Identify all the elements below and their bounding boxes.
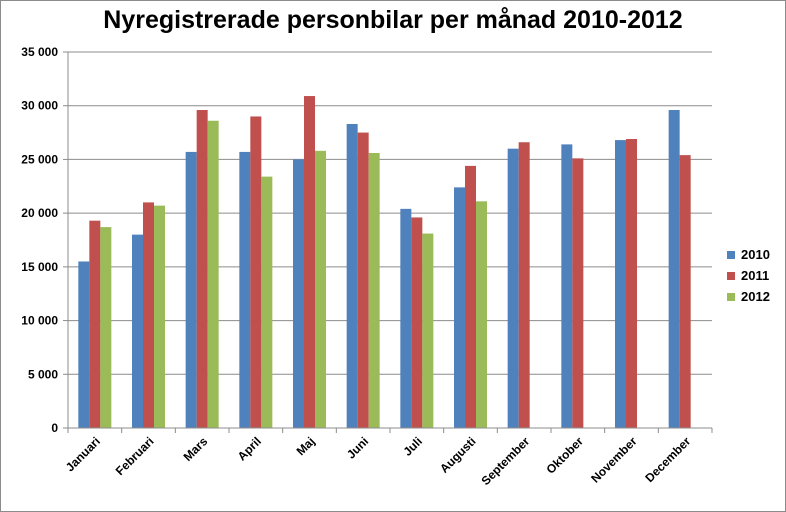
bar-2011-februari <box>143 202 154 428</box>
bar-2010-november <box>615 140 626 428</box>
x-tick-label: Juli <box>400 434 425 459</box>
bar-2011-juni <box>357 132 369 429</box>
bar-2012-april <box>261 176 273 428</box>
x-tick-label: Mars <box>181 434 211 464</box>
y-tick-label: 20 000 <box>21 206 58 220</box>
bar-2012-februari <box>154 205 165 428</box>
x-tick-label: September <box>479 434 533 488</box>
gridlines <box>68 51 712 429</box>
legend-item: 2012 <box>727 286 770 307</box>
legend: 2010 2011 2012 <box>727 244 770 307</box>
y-tick-label: 25 000 <box>21 152 58 166</box>
bar-2011-december <box>679 155 691 429</box>
x-tick-label: Februari <box>113 434 157 478</box>
bar-2011-augusti <box>465 165 476 429</box>
bar-2012-maj <box>315 150 326 428</box>
bar-2011-mars <box>196 110 208 429</box>
bar-2011-juli <box>411 217 423 428</box>
bar-2011-januari <box>89 220 101 428</box>
bar-2012-juni <box>368 152 380 429</box>
x-tick-label: Augusti <box>437 434 478 475</box>
bar-2011-april <box>250 116 262 428</box>
y-tick-label: 10 000 <box>21 314 58 328</box>
bar-2012-juli <box>422 233 434 428</box>
bar-2012-mars <box>207 120 219 429</box>
x-tick-label: November <box>588 434 640 486</box>
bar-2011-november <box>626 139 637 428</box>
y-tick-label: 0 <box>51 421 58 435</box>
x-tick-label: Oktober <box>544 434 587 477</box>
bar-2010-februari <box>132 234 143 428</box>
bar-2010-oktober <box>561 144 573 429</box>
bar-2010-september <box>507 148 519 428</box>
legend-label: 2011 <box>741 268 770 283</box>
legend-item: 2011 <box>727 265 770 286</box>
x-tick-label: April <box>235 434 264 463</box>
x-axis-ticks: Januari Februari Mars April Maj Juni Juli Augus… <box>63 428 713 488</box>
x-tick-label: Januari <box>63 434 103 474</box>
legend-swatch <box>727 292 735 301</box>
bar-2010-juni <box>346 123 358 428</box>
x-tick-label: Maj <box>294 434 318 458</box>
legend-label: 2010 <box>741 247 770 262</box>
bars <box>78 96 691 429</box>
y-tick-label: 30 000 <box>21 99 58 113</box>
y-tick-label: 35 000 <box>21 45 58 59</box>
chart-title: Nyregistrerade personbilar per månad 201… <box>103 6 683 34</box>
bar-2010-maj <box>293 159 304 428</box>
bar-2010-juli <box>400 208 412 428</box>
x-tick-label: December <box>642 434 693 485</box>
bar-2010-mars <box>185 151 197 428</box>
bar-2012-januari <box>100 227 112 428</box>
legend-item: 2010 <box>727 244 770 265</box>
bar-2011-oktober <box>572 158 584 428</box>
bar-2011-maj <box>304 96 315 428</box>
legend-swatch <box>727 250 735 259</box>
y-axis-ticks: 0 5 000 10 000 15 000 20 000 25 000 30 000 35 0… <box>21 45 68 435</box>
bar-2010-augusti <box>454 187 465 428</box>
legend-swatch <box>727 271 735 280</box>
x-tick-label: Juni <box>344 434 371 461</box>
bar-2010-december <box>668 110 680 429</box>
bar-2010-april <box>239 151 251 428</box>
bar-2012-augusti <box>476 201 487 428</box>
legend-label: 2012 <box>741 289 770 304</box>
bar-2011-september <box>518 142 530 429</box>
y-tick-label: 15 000 <box>21 260 58 274</box>
bar-2010-januari <box>78 261 90 428</box>
y-tick-label: 5 000 <box>28 367 58 381</box>
